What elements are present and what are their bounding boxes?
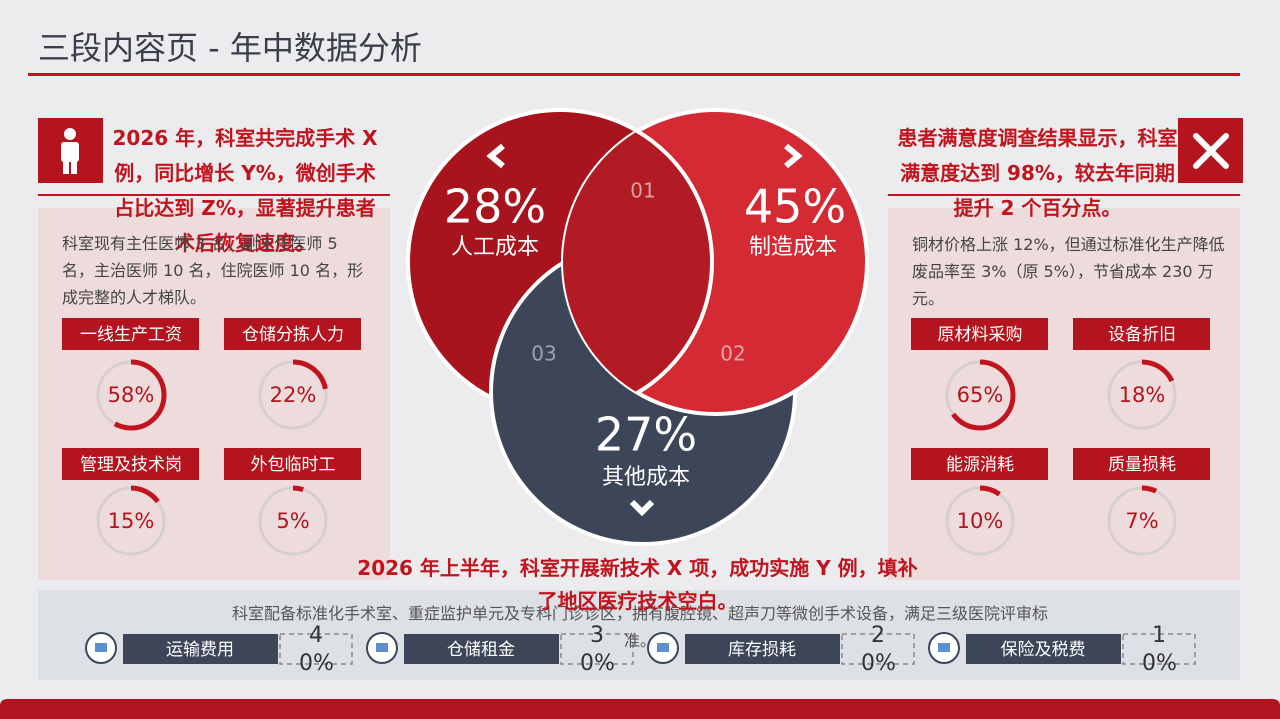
ring-value: 5%: [276, 509, 309, 533]
metric-label-box: [1073, 318, 1210, 350]
item-icon-glyph: [376, 643, 388, 652]
venn-value: 45%: [744, 180, 846, 234]
item-label: 库存损耗: [728, 640, 796, 660]
item-value-box: [1122, 633, 1196, 665]
venn: [406, 108, 869, 546]
ring-value: 10%: [957, 509, 1004, 533]
overlap-number: 03: [531, 342, 556, 366]
ring-value: 18%: [1119, 383, 1166, 407]
ring-value: 65%: [957, 383, 1004, 407]
metric-label-box: [1073, 448, 1210, 480]
metric-label-box: [911, 448, 1048, 480]
footer-body: 科室配备标准化手术室、重症监护单元及专科门诊诊区，拥有腹腔镜、超声刀等微创手术设…: [231, 604, 1048, 650]
footer-headline: 2026 年上半年，科室开展新技术 X 项，成功实施 Y 例，填补了地区医疗技术…: [357, 556, 918, 613]
ring-value: 22%: [270, 383, 317, 407]
venn-label: 人工成本: [451, 235, 539, 260]
metric-label-box: [62, 448, 199, 480]
overlap-number: 02: [720, 342, 745, 366]
item-label-box: [966, 634, 1121, 664]
metric-label: 一线生产工资: [80, 325, 182, 345]
venn-label: 制造成本: [749, 235, 837, 260]
item-label-box: [685, 634, 840, 664]
item-icon-glyph: [938, 643, 950, 652]
ring-arc: [1106, 359, 1178, 431]
item-label: 保险及税费: [1001, 640, 1086, 660]
metric-label: 仓储分拣人力: [242, 325, 344, 345]
venn-value: 27%: [595, 408, 697, 462]
item-value-box: [841, 633, 915, 665]
item-value: 10%: [1142, 623, 1177, 676]
metric-label-box: [224, 318, 361, 350]
item-label: 仓储租金: [447, 640, 515, 660]
tools-icon: [1193, 133, 1229, 169]
right-rule: [888, 194, 1240, 196]
title-rule: [28, 73, 1240, 76]
ring-arc: [1106, 485, 1178, 557]
item-value: 30%: [580, 623, 615, 676]
item-label: 运输费用: [166, 640, 234, 660]
person-icon: [61, 128, 79, 174]
venn-overlap: [563, 110, 714, 414]
ring-arc: [944, 359, 1016, 431]
venn-label: 其他成本: [602, 465, 690, 490]
metric-label: 管理及技术岗: [80, 455, 182, 475]
metric-label-box: [62, 318, 199, 350]
item-value: 40%: [299, 623, 334, 676]
metric-label-box: [224, 448, 361, 480]
ring-arc: [257, 485, 329, 557]
right-headline: 患者满意度调查结果显示，科室满意度达到 98%，较去年同期提升 2 个百分点。: [897, 126, 1178, 220]
overlap-number: 01: [630, 179, 655, 203]
item-value-box: [279, 633, 353, 665]
ring-value: 15%: [108, 509, 155, 533]
venn-value: 28%: [444, 180, 546, 234]
ring-arc: [257, 359, 329, 431]
venn-chevrons: [486, 143, 803, 517]
item-value: 20%: [861, 623, 896, 676]
metric-label: 质量损耗: [1108, 455, 1176, 475]
metric-label: 能源消耗: [946, 455, 1014, 475]
ring-arc: [944, 485, 1016, 557]
ring-value: 7%: [1125, 509, 1158, 533]
left-rule: [38, 194, 390, 196]
slide-title: 三段内容页 - 年中数据分析: [38, 29, 422, 67]
item-value-box: [560, 633, 634, 665]
metric-label: 外包临时工: [251, 455, 336, 475]
left-body: 科室现有主任医师 3 名，副主任医师 5 名，主治医师 10 名，住院医师 10…: [62, 234, 364, 307]
metric-label: 设备折旧: [1108, 325, 1176, 345]
item-icon-glyph: [657, 643, 669, 652]
ring-arc: [95, 359, 167, 431]
item-label-box: [404, 634, 559, 664]
metric-label-box: [911, 318, 1048, 350]
ring-value: 58%: [108, 383, 155, 407]
left-headline: 2026 年，科室共完成手术 X 例，同比增长 Y%，微创手术占比达到 Z%，显…: [112, 126, 378, 255]
ring-arc: [95, 485, 167, 557]
item-label-box: [123, 634, 278, 664]
metric-label: 原材料采购: [938, 325, 1023, 345]
item-icon-glyph: [95, 643, 107, 652]
bottom-bar: [0, 699, 1280, 719]
right-body: 铜材价格上涨 12%，但通过标准化生产降低废品率至 3%（原 5%），节省成本 …: [912, 235, 1225, 308]
